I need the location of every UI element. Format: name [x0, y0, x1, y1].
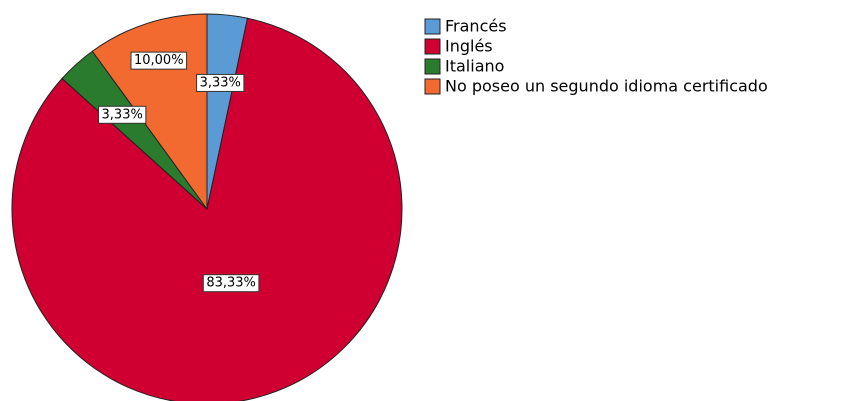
- legend-swatch: [424, 58, 441, 75]
- data-label-box: [196, 73, 245, 92]
- legend-swatch: [424, 78, 441, 95]
- data-label-box: [202, 274, 260, 293]
- legend-label: No poseo un segundo idioma certificado: [445, 77, 768, 96]
- data-label: 83,33%: [206, 276, 256, 291]
- legend-swatch: [424, 18, 441, 35]
- data-label-box: [98, 105, 147, 124]
- legend-label: Italiano: [445, 57, 504, 76]
- legend-swatch: [424, 38, 441, 55]
- data-label-box: [130, 51, 188, 70]
- data-label: 3,33%: [102, 107, 143, 122]
- data-label: 3,33%: [200, 75, 241, 90]
- data-label: 10,00%: [134, 53, 184, 68]
- legend-label: Francés: [445, 17, 507, 36]
- legend-label: Inglés: [445, 37, 493, 56]
